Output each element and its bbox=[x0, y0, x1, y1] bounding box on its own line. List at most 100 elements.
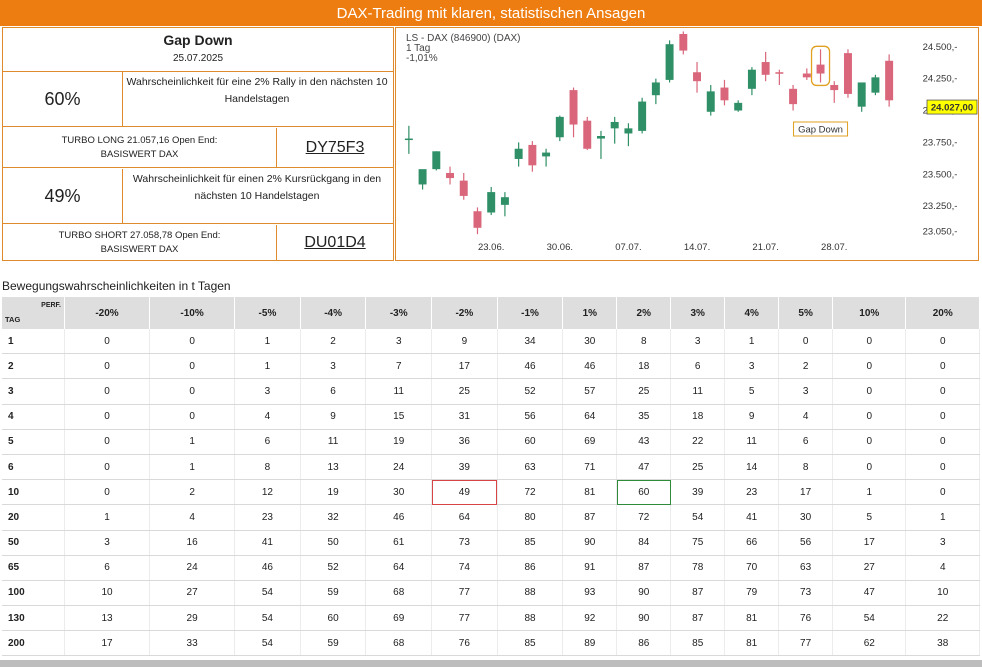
page-banner: DAX-Trading mit klaren, statistischen An… bbox=[0, 0, 982, 26]
table-cell: 77 bbox=[431, 605, 498, 632]
table-cell: 41 bbox=[234, 530, 301, 556]
short-wkn-link[interactable]: DU01D4 bbox=[277, 225, 393, 261]
table-cell: 81 bbox=[724, 605, 780, 632]
table-cell: 11 bbox=[365, 378, 433, 405]
long-wkn[interactable]: DY75F3 bbox=[305, 138, 365, 156]
table-cell: 1 bbox=[832, 479, 907, 506]
table-cell: 91 bbox=[562, 555, 618, 581]
table-cell: 8 bbox=[234, 454, 301, 481]
table-cell: 16 bbox=[149, 530, 236, 556]
table-cell: 60 bbox=[616, 479, 672, 506]
table-cell: 13 bbox=[64, 605, 151, 632]
footer-bar bbox=[0, 660, 982, 667]
table-cell: 0 bbox=[64, 429, 151, 455]
table-cell: 27 bbox=[149, 580, 236, 607]
candle-body bbox=[418, 169, 427, 185]
table-row: 6 0 1 8 13 24 39 63 71 47 25 14 8 0 0 bbox=[2, 454, 980, 481]
table-cell: 0 bbox=[149, 378, 236, 405]
table-cell: 2 bbox=[149, 479, 236, 506]
table-cell: 6 bbox=[300, 378, 367, 405]
long-probability-row: 60% Wahrscheinlichkeit für eine 2% Rally… bbox=[3, 72, 393, 127]
table-cell: 0 bbox=[832, 454, 907, 481]
table-row: 1 0 0 1 2 3 9 34 30 8 3 1 0 0 0 bbox=[2, 329, 980, 355]
table-cell: 54 bbox=[234, 605, 301, 632]
table-cell: 87 bbox=[616, 555, 672, 581]
table-cell: 0 bbox=[905, 429, 980, 455]
long-wkn-link[interactable]: DY75F3 bbox=[277, 128, 393, 167]
row-day-label: 5 bbox=[2, 429, 65, 455]
candle-body bbox=[816, 64, 825, 74]
table-cell: 6 bbox=[234, 429, 301, 455]
row-day-label: 200 bbox=[2, 630, 65, 657]
column-header: -1% bbox=[497, 297, 564, 329]
candle-body bbox=[747, 69, 756, 89]
signal-info-panel: Gap Down 25.07.2025 60% Wahrscheinlichke… bbox=[2, 27, 394, 261]
table-cell: 77 bbox=[778, 630, 834, 657]
table-cell: 8 bbox=[778, 454, 834, 481]
y-tick-label: 23.500,- bbox=[923, 169, 958, 180]
table-cell: 17 bbox=[64, 630, 151, 657]
table-cell: 0 bbox=[905, 454, 980, 481]
column-header: 5% bbox=[778, 297, 834, 329]
table-cell: 80 bbox=[497, 504, 564, 531]
table-cell: 33 bbox=[149, 630, 236, 657]
candle-body bbox=[802, 73, 811, 78]
pattern-name: Gap Down bbox=[163, 32, 233, 48]
table-cell: 5 bbox=[832, 504, 907, 531]
chart-title-line: LS - DAX (846900) (DAX) bbox=[406, 33, 521, 44]
table-cell: 25 bbox=[616, 378, 672, 405]
table-body: 1 0 0 1 2 3 9 34 30 8 3 1 0 0 0 2 0 0 1 3 7 17 46 46 18 6 3 2 0 0 3 0 0 3… bbox=[2, 329, 980, 657]
table-cell: 46 bbox=[234, 555, 301, 581]
candle-body bbox=[610, 121, 619, 129]
short-probability: 49% bbox=[3, 169, 123, 223]
table-cell: 15 bbox=[365, 404, 433, 430]
short-product-row: TURBO SHORT 27.058,78 Open End: BASISWER… bbox=[3, 225, 393, 261]
x-tick-label: 28.07. bbox=[821, 242, 847, 253]
table-cell: 3 bbox=[778, 378, 834, 405]
table-cell: 2 bbox=[778, 353, 834, 380]
table-cell: 9 bbox=[300, 404, 367, 430]
table-cell: 31 bbox=[431, 404, 498, 430]
table-row: 20 1 4 23 32 46 64 80 87 72 54 41 30 5 1 bbox=[2, 504, 980, 531]
candle-body bbox=[404, 138, 413, 141]
table-cell: 17 bbox=[778, 479, 834, 506]
table-cell: 11 bbox=[300, 429, 367, 455]
table-cell: 90 bbox=[616, 580, 672, 607]
long-probability: 60% bbox=[3, 72, 123, 126]
gap-annotation-label: Gap Down bbox=[798, 125, 843, 136]
corner-tag-label: TAG bbox=[5, 315, 21, 324]
x-tick-label: 21.07. bbox=[752, 242, 778, 253]
short-probability-description: Wahrscheinlichkeit für einen 2% Kursrück… bbox=[132, 173, 382, 202]
table-cell: 87 bbox=[670, 605, 726, 632]
candle-body bbox=[542, 152, 551, 157]
table-cell: 47 bbox=[616, 454, 672, 481]
table-cell: 0 bbox=[64, 353, 151, 380]
table-cell: 54 bbox=[832, 605, 907, 632]
table-row: 2 0 0 1 3 7 17 46 46 18 6 3 2 0 0 bbox=[2, 353, 980, 380]
candle-body bbox=[789, 88, 798, 105]
table-cell: 0 bbox=[778, 329, 834, 355]
table-cell: 41 bbox=[724, 504, 780, 531]
last-price-tag bbox=[926, 99, 978, 115]
table-cell: 81 bbox=[724, 630, 780, 657]
table-cell: 0 bbox=[64, 454, 151, 481]
table-cell: 60 bbox=[497, 429, 564, 455]
table-cell: 1 bbox=[149, 454, 236, 481]
short-wkn[interactable]: DU01D4 bbox=[304, 234, 366, 251]
chart-title-line: 1 Tag bbox=[406, 43, 430, 54]
table-cell: 6 bbox=[778, 429, 834, 455]
candle-body bbox=[446, 172, 455, 179]
table-cell: 4 bbox=[778, 404, 834, 430]
table-cell: 52 bbox=[497, 378, 564, 405]
table-cell: 54 bbox=[234, 630, 301, 657]
table-cell: 68 bbox=[365, 630, 433, 657]
candle-body bbox=[569, 90, 578, 125]
table-cell: 60 bbox=[300, 605, 367, 632]
table-cell: 66 bbox=[724, 530, 780, 556]
table-cell: 24 bbox=[149, 555, 236, 581]
table-cell: 4 bbox=[234, 404, 301, 430]
table-cell: 64 bbox=[365, 555, 433, 581]
table-cell: 3 bbox=[300, 353, 367, 380]
candle-body bbox=[706, 91, 715, 112]
table-cell: 78 bbox=[670, 555, 726, 581]
